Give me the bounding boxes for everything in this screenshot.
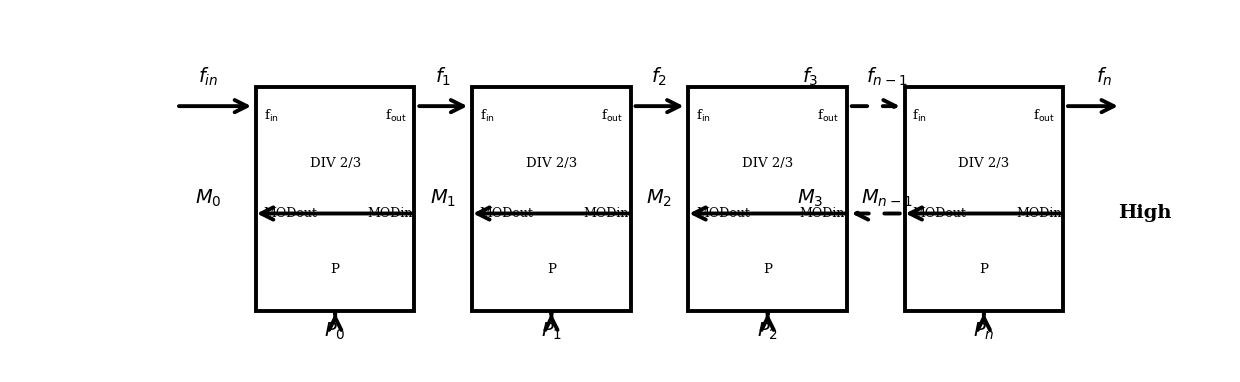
Text: DIV 2/3: DIV 2/3 — [310, 157, 361, 170]
Text: $\boldsymbol{M_{n-1}}$: $\boldsymbol{M_{n-1}}$ — [862, 188, 913, 209]
Text: $\boldsymbol{P_n}$: $\boldsymbol{P_n}$ — [973, 320, 994, 342]
Text: $\boldsymbol{P_0}$: $\boldsymbol{P_0}$ — [325, 320, 346, 342]
Text: DIV 2/3: DIV 2/3 — [742, 157, 794, 170]
Text: f$_{\mathrm{out}}$: f$_{\mathrm{out}}$ — [817, 108, 839, 125]
Bar — [472, 87, 631, 311]
Text: $\boldsymbol{f_n}$: $\boldsymbol{f_n}$ — [1096, 66, 1112, 88]
Text: $\boldsymbol{f_3}$: $\boldsymbol{f_3}$ — [802, 66, 818, 88]
Text: P: P — [980, 263, 988, 276]
Text: f$_{\mathrm{out}}$: f$_{\mathrm{out}}$ — [384, 108, 407, 125]
Text: $\boldsymbol{M_3}$: $\boldsymbol{M_3}$ — [797, 188, 823, 209]
Text: $\boldsymbol{M_2}$: $\boldsymbol{M_2}$ — [646, 188, 672, 209]
Bar — [905, 87, 1063, 311]
Text: $\boldsymbol{f_1}$: $\boldsymbol{f_1}$ — [435, 66, 451, 88]
Text: $\boldsymbol{M_0}$: $\boldsymbol{M_0}$ — [195, 188, 221, 209]
Text: f$_{\mathrm{out}}$: f$_{\mathrm{out}}$ — [601, 108, 622, 125]
Text: MODin: MODin — [583, 207, 629, 220]
Text: f$_{\mathrm{in}}$: f$_{\mathrm{in}}$ — [913, 108, 928, 125]
Text: $\boldsymbol{f_2}$: $\boldsymbol{f_2}$ — [651, 66, 667, 88]
Text: P: P — [547, 263, 556, 276]
Text: MODout: MODout — [480, 207, 533, 220]
Bar — [255, 87, 414, 311]
Text: P: P — [763, 263, 773, 276]
Text: P: P — [331, 263, 340, 276]
Text: MODout: MODout — [696, 207, 750, 220]
Text: High: High — [1118, 204, 1172, 222]
Text: f$_{\mathrm{in}}$: f$_{\mathrm{in}}$ — [264, 108, 278, 125]
Text: MODout: MODout — [264, 207, 317, 220]
Text: DIV 2/3: DIV 2/3 — [959, 157, 1009, 170]
Text: MODout: MODout — [913, 207, 966, 220]
Text: MODin: MODin — [367, 207, 413, 220]
Text: f$_{\mathrm{in}}$: f$_{\mathrm{in}}$ — [696, 108, 711, 125]
Text: MODin: MODin — [1016, 207, 1061, 220]
Text: f$_{\mathrm{out}}$: f$_{\mathrm{out}}$ — [1033, 108, 1055, 125]
Text: f$_{\mathrm{in}}$: f$_{\mathrm{in}}$ — [480, 108, 495, 125]
Text: $\boldsymbol{f_{n-1}}$: $\boldsymbol{f_{n-1}}$ — [867, 66, 908, 88]
Text: MODin: MODin — [800, 207, 844, 220]
Text: $\boldsymbol{f_{in}}$: $\boldsymbol{f_{in}}$ — [197, 66, 218, 88]
Text: $\boldsymbol{P_2}$: $\boldsymbol{P_2}$ — [758, 320, 779, 342]
Text: $\boldsymbol{M_1}$: $\boldsymbol{M_1}$ — [430, 188, 456, 209]
Text: $\boldsymbol{P_1}$: $\boldsymbol{P_1}$ — [541, 320, 562, 342]
Bar — [688, 87, 847, 311]
Text: DIV 2/3: DIV 2/3 — [526, 157, 577, 170]
